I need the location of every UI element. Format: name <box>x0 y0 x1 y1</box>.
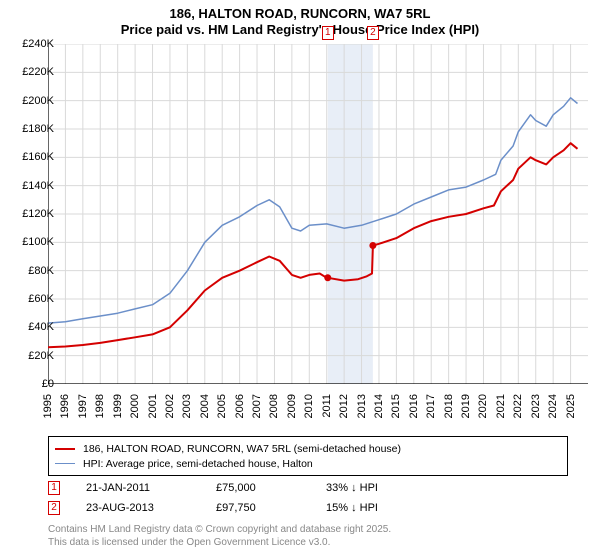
x-tick-label: 2019 <box>460 394 472 418</box>
title-block: 186, HALTON ROAD, RUNCORN, WA7 5RL Price… <box>0 0 600 37</box>
y-tick-label: £80K <box>10 265 54 277</box>
y-tick-label: £40K <box>10 321 54 333</box>
x-tick-label: 2001 <box>147 394 159 418</box>
x-tick-label: 2009 <box>286 394 298 418</box>
title-address: 186, HALTON ROAD, RUNCORN, WA7 5RL <box>0 6 600 21</box>
legend-swatch <box>55 448 75 450</box>
y-tick-label: £60K <box>10 293 54 305</box>
x-tick-label: 2023 <box>530 394 542 418</box>
chart-area <box>48 44 588 384</box>
x-tick-label: 2024 <box>547 394 559 418</box>
x-tick-label: 2000 <box>129 394 141 418</box>
x-tick-label: 2013 <box>356 394 368 418</box>
sale-pct-vs-hpi: 33% ↓ HPI <box>326 482 446 494</box>
x-tick-label: 2020 <box>477 394 489 418</box>
x-tick-label: 1998 <box>94 394 106 418</box>
y-tick-label: £120K <box>10 208 54 220</box>
x-tick-label: 2003 <box>181 394 193 418</box>
x-tick-label: 2012 <box>338 394 350 418</box>
x-tick-label: 2007 <box>251 394 263 418</box>
y-tick-label: £160K <box>10 151 54 163</box>
x-axis-labels: 1995199619971998199920002001200220032004… <box>48 386 588 436</box>
legend-label: HPI: Average price, semi-detached house,… <box>83 458 313 470</box>
x-tick-label: 1995 <box>42 394 54 418</box>
y-tick-label: £240K <box>10 38 54 50</box>
x-tick-label: 2010 <box>303 394 315 418</box>
x-tick-label: 1999 <box>112 394 124 418</box>
x-tick-label: 2025 <box>565 394 577 418</box>
sale-date: 21-JAN-2011 <box>86 482 216 494</box>
x-tick-label: 2002 <box>164 394 176 418</box>
y-tick-label: £220K <box>10 66 54 78</box>
footer-line2: This data is licensed under the Open Gov… <box>48 537 391 550</box>
sale-date: 23-AUG-2013 <box>86 502 216 514</box>
sale-row: 1 21-JAN-2011£75,00033% ↓ HPI <box>48 478 446 498</box>
footer-attribution: Contains HM Land Registry data © Crown c… <box>48 524 391 549</box>
y-tick-label: £140K <box>10 180 54 192</box>
sale-row-marker: 2 <box>48 501 60 515</box>
x-tick-label: 2004 <box>199 394 211 418</box>
x-tick-label: 2022 <box>512 394 524 418</box>
sale-price: £75,000 <box>216 482 326 494</box>
x-tick-label: 2021 <box>495 394 507 418</box>
sale-marker-1: 1 <box>322 26 334 40</box>
x-tick-label: 2006 <box>234 394 246 418</box>
sale-row: 2 23-AUG-2013£97,75015% ↓ HPI <box>48 498 446 518</box>
y-tick-label: £0 <box>10 378 54 390</box>
sale-row-marker: 1 <box>48 481 60 495</box>
legend-label: 186, HALTON ROAD, RUNCORN, WA7 5RL (semi… <box>83 443 401 455</box>
y-tick-label: £20K <box>10 350 54 362</box>
x-tick-label: 2011 <box>321 394 333 418</box>
chart-svg <box>48 44 588 384</box>
x-tick-label: 2018 <box>443 394 455 418</box>
chart-container: 186, HALTON ROAD, RUNCORN, WA7 5RL Price… <box>0 0 600 560</box>
x-tick-label: 2015 <box>390 394 402 418</box>
x-tick-label: 1997 <box>77 394 89 418</box>
x-tick-label: 2005 <box>216 394 228 418</box>
sale-marker-2: 2 <box>367 26 379 40</box>
sales-table: 1 21-JAN-2011£75,00033% ↓ HPI 2 23-AUG-2013… <box>48 478 446 518</box>
legend-item: 186, HALTON ROAD, RUNCORN, WA7 5RL (semi… <box>55 441 561 456</box>
x-tick-label: 2014 <box>373 394 385 418</box>
x-tick-label: 2017 <box>425 394 437 418</box>
y-tick-label: £200K <box>10 95 54 107</box>
x-tick-label: 2008 <box>268 394 280 418</box>
legend-item: HPI: Average price, semi-detached house,… <box>55 456 561 471</box>
sale-price: £97,750 <box>216 502 326 514</box>
x-tick-label: 2016 <box>408 394 420 418</box>
legend-swatch <box>55 463 75 465</box>
x-tick-label: 1996 <box>59 394 71 418</box>
sale-pct-vs-hpi: 15% ↓ HPI <box>326 502 446 514</box>
title-subtitle: Price paid vs. HM Land Registry's House … <box>0 22 600 37</box>
y-tick-label: £180K <box>10 123 54 135</box>
footer-line1: Contains HM Land Registry data © Crown c… <box>48 524 391 537</box>
y-tick-label: £100K <box>10 236 54 248</box>
legend-box: 186, HALTON ROAD, RUNCORN, WA7 5RL (semi… <box>48 436 568 476</box>
